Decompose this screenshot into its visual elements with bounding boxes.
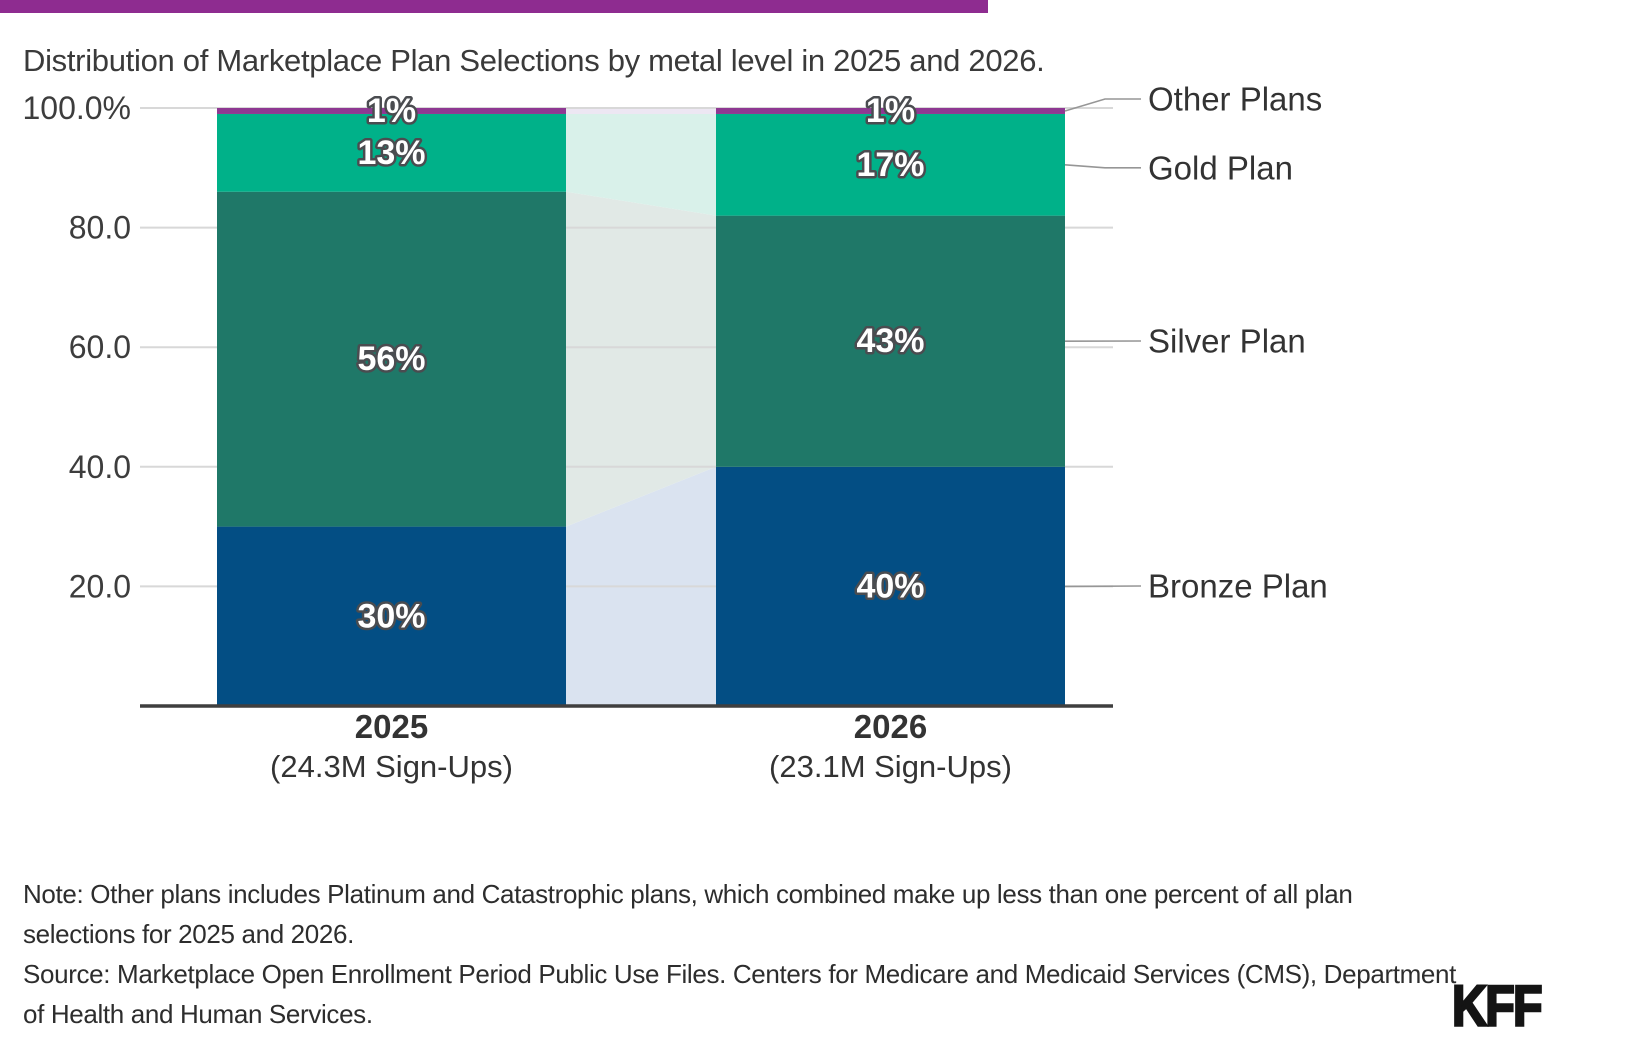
note-line: selections for 2025 and 2026. [23,919,354,949]
chart-note: Note: Other plans includes Platinum and … [23,874,1353,954]
y-tick-label: 100.0% [22,90,131,126]
segment-value-label: 13% [357,134,425,172]
bar-segment-gold-plan-2025 [217,113,566,192]
segment-value-label: 30% [357,597,425,635]
bar-segment-silver-plan-2026 [716,215,1065,467]
leader-line-gold-plan [1064,164,1141,169]
segment-value-label: 43% [856,322,924,360]
bar-segment-other-plans-2026 [716,108,1065,114]
segment-value-label: 40% [856,567,924,605]
category-sublabel: (23.1M Sign-Ups) [769,749,1012,784]
y-tick-label: 60.0 [69,329,131,365]
ribbon-other-plans [566,108,716,114]
legend-label-gold-plan: Gold Plan [1148,149,1293,186]
chart-source: Source: Marketplace Open Enrollment Peri… [23,954,1456,1034]
category-label: 2025 [355,708,428,745]
source-line: Source: Marketplace Open Enrollment Peri… [23,959,1457,989]
segment-value-label: 1% [367,92,416,130]
bar-segment-gold-plan-2026 [716,113,1065,216]
category-sublabel: (24.3M Sign-Ups) [270,749,513,784]
bar-segment-other-plans-2025 [217,108,566,114]
source-line: of Health and Human Services. [23,999,373,1029]
y-tick-label: 20.0 [69,568,131,604]
ribbon-silver-plan [566,191,716,527]
segment-value-label: 1% [866,92,915,130]
segment-value-label: 17% [856,146,924,184]
bar-segment-bronze-plan-2026 [716,466,1065,706]
top-accent-bar [0,0,988,13]
segment-value-label: 56% [357,340,425,378]
note-line: Note: Other plans includes Platinum and … [23,879,1353,909]
bar-segment-bronze-plan-2025 [217,526,566,706]
legend-label-other-plans: Other Plans [1148,80,1322,117]
chart-title: Distribution of Marketplace Plan Selecti… [23,42,1045,78]
legend-label-bronze-plan: Bronze Plan [1148,568,1328,605]
category-label: 2026 [854,708,927,745]
bar-segment-silver-plan-2025 [217,191,566,527]
ribbon-gold-plan [566,113,716,216]
kff-logo: KFF [1451,972,1544,1040]
y-tick-label: 80.0 [69,210,131,246]
stacked-bar-chart: 100.0% 80.0 60.0 40.0 20.0 30% 56% 13% 1% 40% 43% 1… [22,80,1328,784]
legend-label-silver-plan: Silver Plan [1148,323,1306,360]
y-tick-label: 40.0 [69,449,131,485]
leader-line-other-plans [1064,98,1141,112]
